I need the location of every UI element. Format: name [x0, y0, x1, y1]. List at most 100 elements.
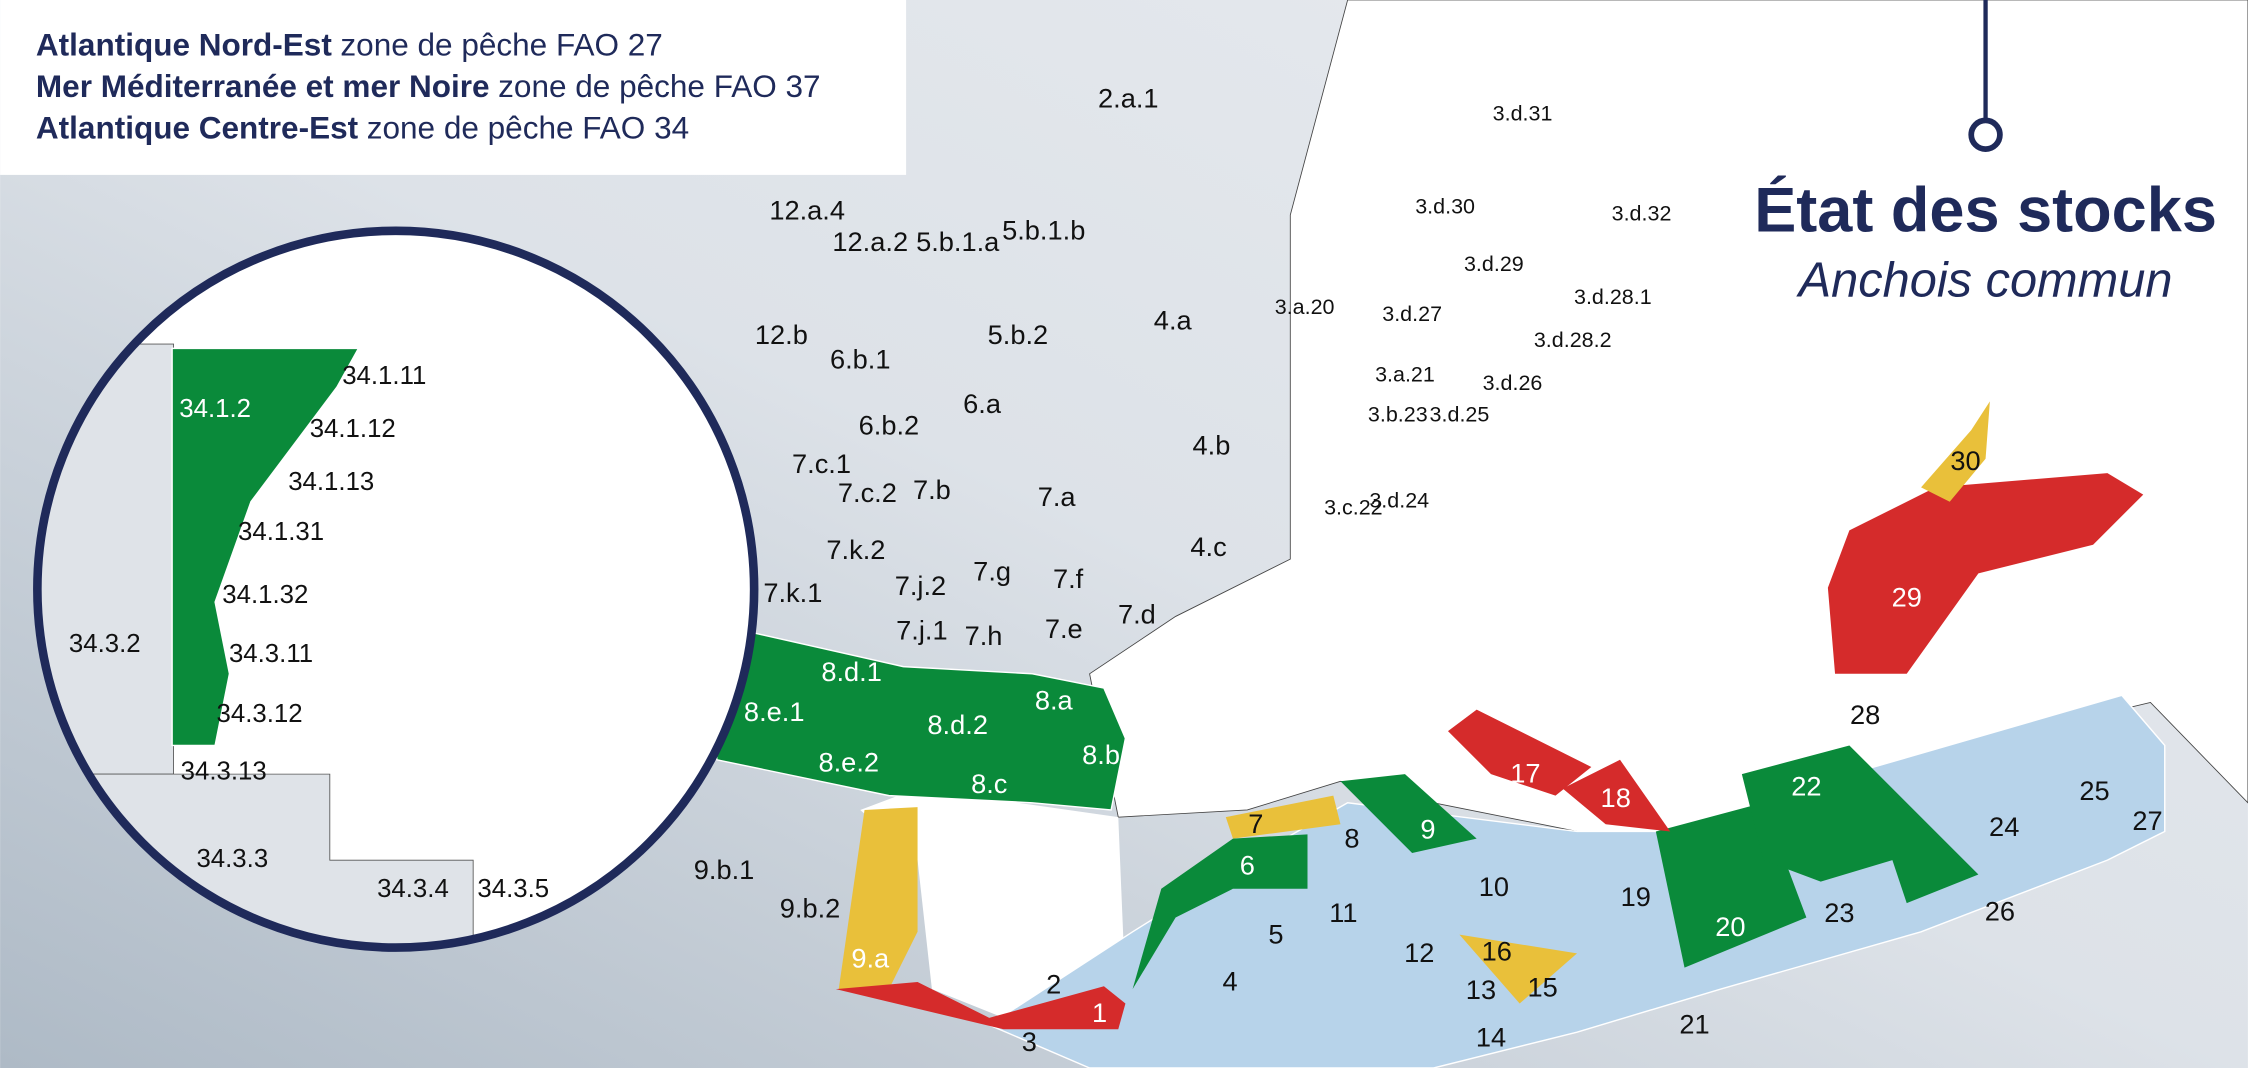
pin: [1968, 117, 2003, 152]
inset-zone-label: 34.1.12: [310, 415, 396, 443]
zone-label: 30: [1950, 445, 1980, 476]
zone-label: 3.d.27: [1382, 302, 1442, 326]
zone-label: 3.d.31: [1493, 101, 1553, 125]
zone-label: 9: [1420, 814, 1435, 845]
zone-red: [1447, 709, 1592, 796]
zone-label: 17: [1510, 758, 1540, 789]
zone-label: 5.b.1.a: [916, 226, 1000, 257]
zone-label: 1: [1092, 997, 1107, 1028]
zone-label: 11: [1329, 897, 1357, 928]
zone-label: 4: [1223, 966, 1238, 997]
zone-label: 3.d.28.1: [1574, 285, 1652, 309]
zone-yellow: [1225, 795, 1341, 839]
inset-zone-label: 34.1.32: [222, 581, 308, 609]
zone-label: 13: [1466, 974, 1496, 1005]
inset-zone-label: 34.1.13: [288, 468, 374, 496]
zone-label: 6: [1240, 849, 1255, 880]
legend-area: Mer Méditerranée et mer Noire: [36, 68, 490, 104]
zone-label: 8.d.2: [927, 709, 988, 740]
zone-yellow: [838, 807, 918, 990]
inset-zone-label: 34.3.3: [196, 845, 268, 873]
inset-zone-label: 34.3.12: [217, 700, 303, 728]
zone-label: 24: [1989, 811, 2019, 842]
legend-text: zone de pêche FAO 37: [498, 68, 820, 104]
zone-label: 12.a.4: [769, 194, 845, 225]
zone-red: [1562, 759, 1671, 832]
zone-label: 9.b.2: [780, 892, 841, 923]
zone-label: 7.b: [913, 474, 951, 505]
inset-zone-label: 34.1.2: [179, 395, 251, 423]
zone-yellow: [1921, 401, 1990, 502]
zone-label: 7.j.2: [895, 570, 946, 601]
zone-label: 23: [1824, 897, 1854, 928]
legend-text: zone de pêche FAO 27: [340, 27, 662, 63]
legend: Atlantique Nord-Est zone de pêche FAO 27 M…: [36, 27, 821, 146]
legend-box: [0, 0, 907, 175]
zone-label: 2: [1046, 968, 1061, 999]
legend-area: Atlantique Centre-Est: [36, 110, 359, 146]
legend-text: zone de pêche FAO 34: [367, 110, 689, 146]
zone-label: 7.f: [1053, 563, 1084, 594]
zone-label: 7: [1248, 808, 1263, 839]
zone-label: 8.e.1: [744, 696, 805, 727]
zone-red: [1827, 473, 2144, 674]
subtitle: Anchois commun: [1796, 254, 2173, 308]
zone-label: 29: [1892, 581, 1922, 612]
zone-label: 22: [1791, 771, 1821, 802]
zone-label: 7.e: [1045, 613, 1083, 644]
legend-line: Mer Méditerranée et mer Noire zone de pêc…: [36, 68, 821, 104]
zone-label: 8.b: [1082, 739, 1120, 770]
zone-label: 2.a.1: [1098, 83, 1159, 114]
iberia-land: [860, 788, 1126, 1018]
zone-label: 7.k.1: [763, 577, 822, 608]
inset-zone-label: 34.3.5: [477, 875, 549, 903]
zone-label: 20: [1715, 911, 1745, 942]
zone-label: 3.d.28.2: [1534, 328, 1612, 352]
inset-zone-label: 34.1.31: [238, 518, 324, 546]
zone-label: 10: [1479, 871, 1509, 902]
inset-zone-label: 34.3.2: [69, 630, 141, 658]
zone-label: 6.b.2: [859, 409, 920, 440]
zone-label: 3.a.20: [1275, 295, 1335, 319]
zone-label: 4.c: [1190, 531, 1226, 562]
zone-green: [1132, 834, 1308, 990]
legend-line: Atlantique Nord-Est zone de pêche FAO 27: [36, 27, 663, 63]
zone-label: 7.c.2: [838, 477, 897, 508]
zone-label: 14: [1476, 1022, 1506, 1053]
zone-label: 28: [1850, 699, 1880, 730]
zone-label: 5.b.2: [988, 319, 1049, 350]
zone-label: 7.c.1: [792, 448, 851, 479]
zone-label: 16: [1482, 936, 1512, 967]
zone-green: [1741, 745, 1979, 904]
inset-zone-label: 34.1.11: [342, 362, 426, 390]
zone-label: 7.d: [1118, 599, 1156, 630]
legend-area: Atlantique Nord-Est: [36, 27, 332, 63]
zone-label: 3.d.26: [1483, 371, 1543, 395]
inset-zone-label: 34.3.13: [181, 757, 267, 785]
zone-label: 3.d.29: [1464, 252, 1524, 276]
zone-label: 27: [2132, 805, 2162, 836]
zone-label: 6.a: [963, 388, 1002, 419]
zone-red: [835, 981, 1126, 1030]
zone-label: 3.c.22: [1324, 496, 1383, 520]
zone-label: 19: [1621, 881, 1651, 912]
zone-label: 3.d.32: [1612, 202, 1672, 226]
zone-label: 3.d.30: [1415, 195, 1475, 219]
zone-label: 3: [1022, 1026, 1037, 1057]
inset-zone-label: 34.3.4: [377, 875, 449, 903]
zone-green: [1340, 774, 1477, 853]
zone-label: 21: [1679, 1009, 1709, 1040]
zone-label: 8.d.1: [821, 656, 882, 687]
zone-label: 9.a: [851, 943, 890, 974]
zone-label: 5.b.1.b: [1002, 214, 1085, 245]
zone-label: 3.d.24: [1369, 488, 1429, 512]
zone-label: 3.d.25: [1430, 402, 1490, 426]
inset-frame: [33, 226, 759, 952]
zone-label: 12.a.2: [832, 226, 908, 257]
zone-label: 6.b.1: [830, 343, 891, 374]
zone-label: 4.a: [1154, 305, 1193, 336]
zone-label: 3.a.21: [1375, 362, 1435, 386]
title: État des stocks: [1754, 176, 2217, 246]
zone-label: 7.k.2: [826, 534, 885, 565]
